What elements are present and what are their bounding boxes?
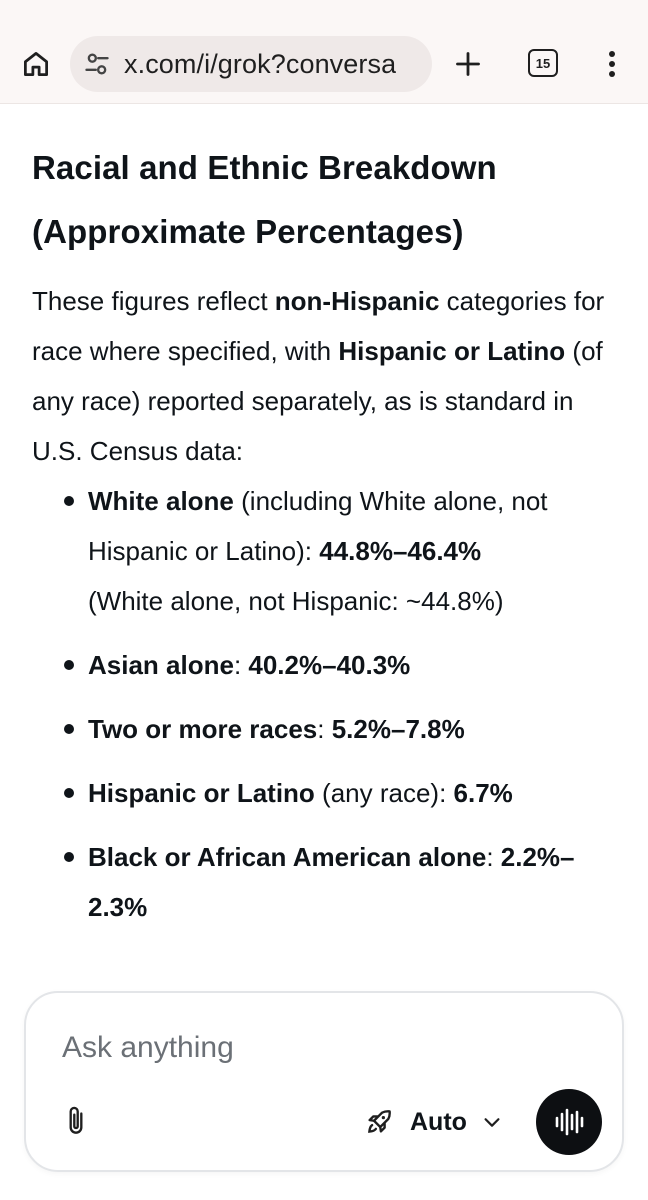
- item-text: :: [486, 842, 501, 872]
- response-content: Racial and Ethnic Breakdown (Approximate…: [0, 104, 648, 990]
- item-label: Asian alone: [88, 650, 234, 680]
- bullet-dot: [64, 496, 74, 506]
- bullet-dot: [64, 852, 74, 862]
- heading-line-2: (Approximate Percentages): [32, 213, 464, 250]
- list-item: Hispanic or Latino (any race): 6.7%: [32, 768, 616, 818]
- tab-count: 15: [535, 55, 551, 71]
- mode-label: Auto: [410, 1107, 467, 1136]
- item-text: (including White alone, not Hispanic or …: [88, 486, 548, 566]
- voice-mode-button[interactable]: [536, 1089, 602, 1155]
- new-tab-button[interactable]: [446, 42, 490, 86]
- tune-icon: [85, 53, 109, 75]
- attach-button[interactable]: [56, 1099, 96, 1143]
- composer: Auto: [24, 991, 624, 1172]
- intro-bold-2: Hispanic or Latino: [338, 336, 566, 366]
- browser-menu-button[interactable]: [592, 42, 632, 86]
- chevron-down-icon: [481, 1111, 503, 1133]
- item-label: Black or African American alone: [88, 842, 487, 872]
- item-text: :: [317, 714, 332, 744]
- bullet-dot: [64, 660, 74, 670]
- intro-bold-1: non-Hispanic: [274, 286, 440, 316]
- ask-input[interactable]: [62, 1023, 582, 1073]
- intro-text-3: (of any race) reported separately, as is…: [32, 336, 603, 466]
- list-item: Black or African American alone: 2.2%–2.…: [32, 832, 616, 932]
- item-value: 40.2%–40.3%: [248, 650, 411, 680]
- voice-waveform-icon: [555, 1108, 584, 1136]
- list-item: Two or more races: 5.2%–7.8%: [32, 704, 616, 754]
- address-bar[interactable]: x.com/i/grok?conversa: [70, 36, 432, 92]
- browser-toolbar: x.com/i/grok?conversa 15: [0, 0, 648, 104]
- home-icon: [24, 52, 48, 76]
- intro-text-1: These figures reflect: [32, 286, 275, 316]
- breakdown-list: White alone (including White alone, not …: [32, 476, 616, 932]
- item-label: Hispanic or Latino: [88, 778, 315, 808]
- item-value: 6.7%: [453, 778, 513, 808]
- home-button[interactable]: [14, 42, 58, 86]
- plus-icon: [456, 52, 480, 76]
- item-label: White alone: [88, 486, 234, 516]
- tab-switcher-icon[interactable]: 15: [528, 49, 558, 77]
- bullet-dot: [64, 724, 74, 734]
- item-label: Two or more races: [88, 714, 318, 744]
- item-value: 2.2%–2.3%: [88, 842, 575, 922]
- mode-selector-button[interactable]: Auto: [362, 1097, 522, 1147]
- section-heading: Racial and Ethnic Breakdown (Approximate…: [32, 136, 616, 264]
- rocket-icon: [362, 1105, 396, 1139]
- item-text: (any race):: [314, 778, 454, 808]
- intro-text-2: categories for race where specified, wit…: [32, 286, 605, 366]
- paperclip-icon: [69, 1106, 83, 1134]
- site-settings-button[interactable]: [70, 36, 124, 92]
- item-value: 5.2%–7.8%: [331, 714, 465, 744]
- item-text: :: [233, 650, 249, 680]
- item-value: 44.8%–46.4%: [319, 536, 482, 566]
- list-item: White alone (including White alone, not …: [32, 476, 616, 626]
- url-text[interactable]: x.com/i/grok?conversa: [124, 48, 397, 79]
- intro-paragraph: These figures reflect non-Hispanic categ…: [32, 276, 616, 476]
- item-note: (White alone, not Hispanic: ~44.8%): [88, 586, 504, 616]
- heading-line-1: Racial and Ethnic Breakdown: [32, 149, 497, 186]
- more-vert-icon: [609, 51, 615, 77]
- list-item: Asian alone: 40.2%–40.3%: [32, 640, 616, 690]
- bullet-dot: [64, 788, 74, 798]
